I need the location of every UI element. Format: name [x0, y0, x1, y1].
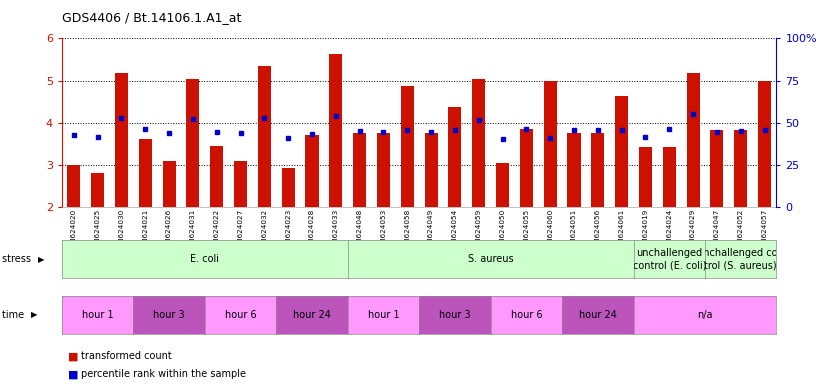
Bar [520, 129, 533, 207]
Bar [330, 55, 343, 207]
Bar [591, 132, 605, 207]
Bar [306, 135, 319, 207]
Bar [258, 66, 271, 207]
Text: hour 1: hour 1 [368, 310, 399, 320]
Text: percentile rank within the sample: percentile rank within the sample [81, 369, 246, 379]
Bar [710, 130, 724, 207]
Bar [67, 165, 80, 207]
Text: ▶: ▶ [31, 310, 38, 319]
Text: S. aureus: S. aureus [468, 254, 514, 264]
Text: hour 6: hour 6 [225, 310, 256, 320]
Text: unchallenged con
trol (S. aureus): unchallenged con trol (S. aureus) [697, 248, 784, 270]
Text: stress: stress [2, 254, 34, 264]
Bar [615, 96, 629, 207]
Bar [425, 132, 438, 207]
Text: ▶: ▶ [38, 255, 45, 264]
Bar [91, 173, 104, 207]
Text: n/a: n/a [697, 310, 713, 320]
Bar [282, 168, 295, 207]
Text: hour 3: hour 3 [439, 310, 471, 320]
Bar [734, 130, 748, 207]
Bar [567, 132, 581, 207]
Bar [377, 132, 390, 207]
Text: E. coli: E. coli [190, 254, 220, 264]
Text: hour 1: hour 1 [82, 310, 113, 320]
Text: ■: ■ [68, 351, 78, 361]
Bar [187, 79, 200, 207]
Bar [449, 107, 462, 207]
Bar [353, 132, 366, 207]
Text: hour 24: hour 24 [293, 310, 331, 320]
Bar [544, 81, 557, 207]
Bar [234, 161, 247, 207]
Text: unchallenged
control (E. coli): unchallenged control (E. coli) [633, 248, 706, 270]
Text: transformed count: transformed count [81, 351, 172, 361]
Bar [139, 139, 152, 207]
Bar [496, 162, 509, 207]
Bar [472, 79, 486, 207]
Text: time: time [2, 310, 27, 320]
Text: ■: ■ [68, 369, 78, 379]
Text: hour 6: hour 6 [510, 310, 542, 320]
Bar [401, 86, 414, 207]
Bar [163, 161, 176, 207]
Bar [662, 147, 676, 207]
Bar [638, 147, 652, 207]
Text: hour 3: hour 3 [154, 310, 185, 320]
Bar [210, 146, 223, 207]
Bar [686, 73, 700, 207]
Bar [758, 81, 771, 207]
Text: hour 24: hour 24 [579, 310, 617, 320]
Bar [115, 73, 128, 207]
Text: GDS4406 / Bt.14106.1.A1_at: GDS4406 / Bt.14106.1.A1_at [62, 12, 241, 25]
